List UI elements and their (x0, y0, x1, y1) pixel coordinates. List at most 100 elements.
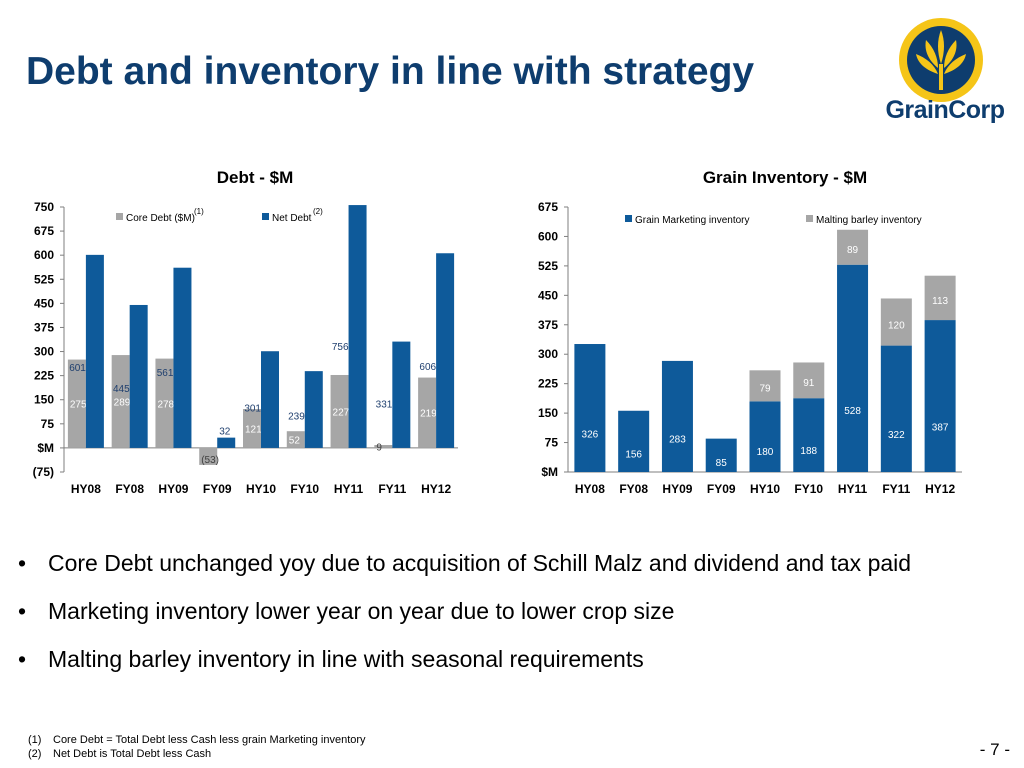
y-tick-label: 75 (41, 417, 55, 431)
marketing-inventory-data-label: 156 (625, 450, 642, 461)
x-tick-label: FY11 (378, 482, 406, 496)
footnotes: (1) Core Debt = Total Debt less Cash less… (28, 733, 366, 761)
bullet-dot-icon: • (18, 598, 27, 624)
marketing-inventory-bar (880, 345, 912, 472)
x-tick-label: HY08 (71, 482, 101, 496)
malting-barley-bar (793, 362, 825, 399)
bullet-text: Core Debt unchanged yoy due to acquisiti… (48, 550, 912, 576)
net-debt-data-label: 561 (157, 368, 174, 379)
y-tick-label: 150 (34, 393, 54, 407)
net-debt-bar (129, 304, 148, 448)
legend-swatch-malting (806, 215, 813, 222)
x-tick-label: HY12 (421, 482, 451, 496)
net-debt-data-label: 331 (376, 399, 393, 410)
y-tick-label: 150 (538, 406, 558, 420)
legend-swatch-marketing (625, 215, 632, 222)
footnote-2: (2) Net Debt is Total Debt less Cash (28, 747, 366, 761)
malting-barley-bar (749, 370, 781, 402)
marketing-inventory-data-label: 326 (582, 430, 599, 441)
malting-barley-bar (924, 275, 956, 321)
net-debt-data-label: 239 (288, 412, 305, 423)
marketing-inventory-data-label: 387 (932, 422, 949, 433)
core-debt-bar (243, 409, 261, 448)
malting-barley-bar (880, 298, 912, 346)
core-debt-data-label: 289 (114, 397, 131, 408)
x-tick-label: HY11 (838, 482, 868, 496)
x-tick-label: HY10 (246, 482, 276, 496)
core-debt-data-label: 219 (420, 409, 437, 420)
bullet-dot-icon: • (18, 550, 27, 576)
marketing-inventory-bar (705, 438, 737, 472)
marketing-inventory-bar (749, 401, 781, 472)
y-tick-label: 375 (538, 318, 558, 332)
marketing-inventory-data-label: 528 (844, 406, 861, 417)
y-tick-label: 300 (34, 345, 54, 359)
y-tick-label: 525 (538, 259, 558, 273)
slide-title: Debt and inventory in line with strategy (26, 50, 755, 93)
y-tick-label: $M (37, 441, 54, 455)
net-debt-data-label: 301 (244, 403, 261, 414)
marketing-inventory-bar (837, 264, 869, 472)
core-debt-bar (67, 359, 86, 448)
marketing-inventory-bar (574, 344, 606, 472)
marketing-inventory-bar (618, 410, 650, 472)
x-tick-label: HY09 (158, 482, 188, 496)
malting-barley-bar (837, 229, 869, 265)
legend-footnote-core-debt: (1) (194, 207, 204, 216)
page-number: - 7 - (979, 740, 1010, 759)
bullet-list: • Core Debt unchanged yoy due to acquisi… (18, 550, 1024, 694)
bullet-text: Malting barley inventory in line with se… (48, 646, 644, 672)
bullet-item: • Core Debt unchanged yoy due to acquisi… (18, 550, 1024, 598)
net-debt-data-label: 756 (332, 342, 349, 353)
x-tick-label: FY10 (290, 482, 319, 496)
y-tick-label: 600 (538, 229, 558, 243)
core-debt-bar (374, 445, 393, 448)
core-debt-data-label: 52 (289, 436, 301, 447)
marketing-inventory-data-label: 322 (888, 430, 905, 441)
x-tick-label: FY09 (203, 482, 232, 496)
bullet-item: • Marketing inventory lower year on year… (18, 598, 1024, 646)
debt-chart-title: Debt - $M (216, 168, 294, 187)
core-debt-bar (330, 374, 349, 448)
legend-footnote-net-debt: (2) (313, 207, 323, 216)
x-tick-label: FY09 (707, 482, 736, 496)
x-tick-label: FY08 (619, 482, 648, 496)
net-debt-bar (348, 205, 367, 448)
core-debt-data-label: 227 (333, 407, 350, 418)
legend-label-core-debt: Core Debt ($M) (126, 213, 195, 224)
core-debt-bar (286, 431, 305, 448)
net-debt-data-label: 606 (419, 362, 436, 373)
marketing-inventory-bar (661, 360, 693, 472)
y-tick-label: 675 (34, 224, 54, 238)
graincorp-logo (899, 18, 983, 102)
core-debt-bar (155, 358, 174, 448)
legend-swatch-net-debt (262, 213, 269, 220)
x-tick-label: FY11 (882, 482, 910, 496)
marketing-inventory-data-label: 283 (669, 435, 686, 446)
net-debt-bar (304, 371, 323, 448)
wheat-icon (916, 30, 966, 90)
legend-label-malting: Malting barley inventory (816, 215, 922, 226)
marketing-inventory-bar (924, 320, 956, 472)
footnote-number: (1) (28, 734, 42, 746)
logo-wordmark: GrainCorp (885, 96, 1005, 124)
footnote-text: Core Debt = Total Debt less Cash less gr… (53, 734, 366, 746)
y-tick-label: (75) (33, 465, 54, 479)
net-debt-bar (173, 267, 192, 448)
x-tick-label: HY09 (662, 482, 692, 496)
core-debt-data-label: 9 (376, 442, 382, 453)
core-debt-bar (418, 377, 437, 448)
y-tick-label: 450 (538, 288, 558, 302)
legend-label-net-debt: Net Debt (272, 213, 312, 224)
x-tick-label: HY08 (575, 482, 605, 496)
malting-barley-data-label: 79 (759, 383, 771, 394)
legend-label-marketing: Grain Marketing inventory (635, 215, 750, 226)
bullet-text: Marketing inventory lower year on year d… (48, 598, 675, 624)
net-debt-data-label: 601 (69, 363, 86, 374)
bullet-item: • Malting barley inventory in line with … (18, 646, 1024, 694)
y-tick-label: 75 (545, 436, 559, 450)
footnote-text: Net Debt is Total Debt less Cash (53, 748, 212, 760)
core-debt-data-label: 121 (245, 424, 262, 435)
